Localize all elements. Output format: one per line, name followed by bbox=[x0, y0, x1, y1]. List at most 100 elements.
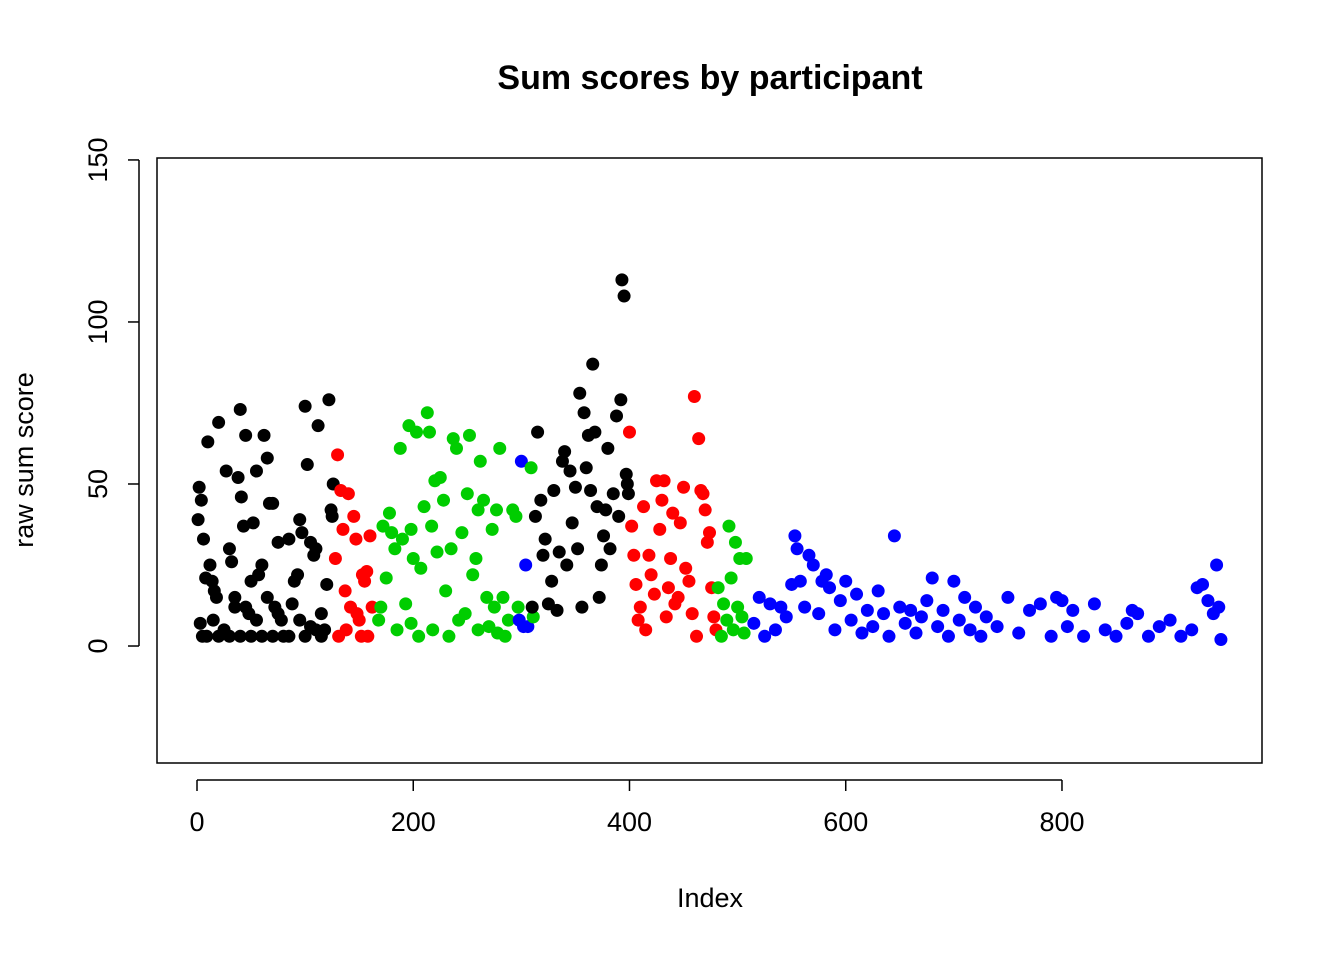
point bbox=[1066, 603, 1080, 617]
point bbox=[619, 467, 633, 481]
point bbox=[798, 600, 812, 614]
x-tick-label: 600 bbox=[823, 807, 868, 837]
point bbox=[347, 509, 361, 523]
point bbox=[735, 610, 749, 624]
point bbox=[426, 623, 440, 637]
point bbox=[904, 603, 918, 617]
point bbox=[192, 480, 206, 494]
point bbox=[579, 461, 593, 475]
point bbox=[763, 597, 777, 611]
point bbox=[458, 607, 472, 621]
point bbox=[601, 441, 615, 455]
point bbox=[212, 629, 226, 643]
point bbox=[519, 558, 533, 572]
point bbox=[1196, 577, 1210, 591]
point bbox=[724, 571, 738, 585]
point bbox=[958, 590, 972, 604]
point bbox=[552, 545, 566, 559]
point bbox=[1174, 629, 1188, 643]
point bbox=[622, 425, 636, 439]
point bbox=[855, 626, 869, 640]
point bbox=[255, 629, 269, 643]
point bbox=[385, 526, 399, 540]
point bbox=[550, 603, 564, 617]
point bbox=[336, 522, 350, 536]
y-tick-label: 100 bbox=[83, 299, 113, 344]
point bbox=[487, 600, 501, 614]
point bbox=[1131, 607, 1145, 621]
point bbox=[1210, 558, 1224, 572]
point bbox=[603, 542, 617, 556]
point bbox=[737, 626, 751, 640]
point bbox=[620, 477, 634, 491]
point bbox=[612, 509, 626, 523]
point bbox=[293, 613, 307, 627]
point bbox=[471, 623, 485, 637]
point bbox=[1109, 629, 1123, 643]
point bbox=[752, 590, 766, 604]
point bbox=[355, 568, 369, 582]
y-tick-label: 50 bbox=[83, 469, 113, 499]
point bbox=[228, 600, 242, 614]
point bbox=[728, 535, 742, 549]
point bbox=[282, 532, 296, 546]
point bbox=[466, 568, 480, 582]
point bbox=[679, 561, 693, 575]
point bbox=[726, 623, 740, 637]
point bbox=[597, 529, 611, 543]
point bbox=[538, 532, 552, 546]
point bbox=[293, 513, 307, 527]
point bbox=[271, 607, 285, 621]
point bbox=[621, 487, 635, 501]
point bbox=[209, 590, 223, 604]
point bbox=[685, 607, 699, 621]
point bbox=[898, 616, 912, 630]
point bbox=[244, 629, 258, 643]
point bbox=[606, 487, 620, 501]
point bbox=[584, 483, 598, 497]
point bbox=[909, 626, 923, 640]
point bbox=[659, 610, 673, 624]
point bbox=[979, 610, 993, 624]
point bbox=[802, 548, 816, 562]
point bbox=[577, 406, 591, 420]
point bbox=[404, 616, 418, 630]
point bbox=[205, 574, 219, 588]
point bbox=[225, 555, 239, 569]
point bbox=[563, 464, 577, 478]
point bbox=[936, 603, 950, 617]
point bbox=[395, 532, 409, 546]
point bbox=[625, 519, 639, 533]
point bbox=[968, 600, 982, 614]
point bbox=[599, 503, 613, 517]
point bbox=[671, 590, 685, 604]
point bbox=[974, 629, 988, 643]
point bbox=[614, 393, 628, 407]
point bbox=[947, 574, 961, 588]
point bbox=[882, 629, 896, 643]
point bbox=[774, 600, 788, 614]
point bbox=[1201, 594, 1215, 608]
point bbox=[524, 461, 538, 475]
point bbox=[673, 516, 687, 530]
point bbox=[714, 629, 728, 643]
point bbox=[350, 607, 364, 621]
point bbox=[531, 425, 545, 439]
point bbox=[823, 581, 837, 595]
point bbox=[228, 590, 242, 604]
point bbox=[871, 584, 885, 598]
point bbox=[388, 542, 402, 556]
point bbox=[637, 500, 651, 514]
point bbox=[425, 519, 439, 533]
point bbox=[703, 526, 716, 540]
point bbox=[610, 409, 624, 423]
point bbox=[239, 428, 253, 442]
point bbox=[558, 445, 572, 459]
point bbox=[739, 552, 753, 566]
point bbox=[1055, 594, 1069, 608]
point bbox=[642, 548, 656, 562]
point bbox=[257, 428, 271, 442]
point bbox=[731, 600, 745, 614]
point bbox=[298, 399, 312, 413]
point bbox=[414, 561, 428, 575]
